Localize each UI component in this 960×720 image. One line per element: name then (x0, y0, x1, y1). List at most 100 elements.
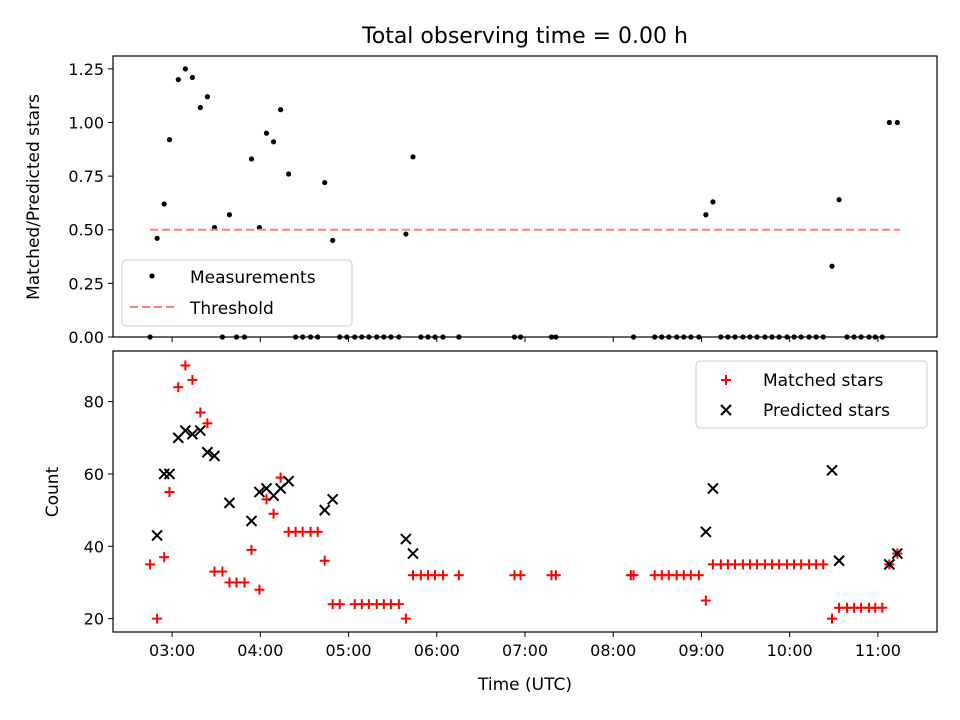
matched-star-point (550, 570, 561, 581)
predicted-star-point (186, 428, 199, 440)
predicted-star-point (179, 424, 192, 437)
measurement-point (270, 139, 277, 145)
predicted-star-point (883, 558, 896, 571)
matched-star-point (334, 599, 345, 610)
measurement-point (278, 107, 284, 113)
top-legend: Measurements Threshold (121, 259, 353, 327)
measurement-point (710, 199, 716, 205)
matched-star-point (195, 407, 206, 418)
measurement-point (322, 179, 328, 186)
xtick-label: 04:00 (237, 641, 283, 660)
bottom-legend-box (695, 360, 928, 429)
top-ytick-label: 0.75 (68, 167, 104, 186)
predicted-star-point (208, 450, 221, 462)
bottom-ytick-label: 80 (84, 393, 104, 412)
predicted-star-point (891, 547, 904, 560)
top-ytick-label: 1.25 (68, 60, 104, 79)
top-axes-frame (112, 55, 938, 338)
measurement-point (263, 130, 270, 136)
measurement-point (403, 231, 409, 237)
predicted-star-point (707, 482, 719, 495)
legend-threshold-label: Threshold (189, 299, 274, 319)
measurement-point (197, 104, 203, 111)
matched-star-point (437, 570, 448, 581)
measurement-point (703, 212, 709, 218)
matched-star-point (159, 552, 170, 563)
matched-star-point (152, 613, 163, 624)
measurement-point (836, 197, 842, 203)
bottom-ytick-label: 20 (84, 610, 104, 629)
predicted-star-point (826, 464, 838, 477)
measurement-point (886, 119, 892, 126)
predicted-star-point (245, 515, 258, 527)
predicted-star-point (326, 493, 339, 505)
top-panel: Matched/Predicted stars 0.00 0.25 0.50 0.75… (24, 55, 938, 347)
matched-star-point (400, 613, 411, 624)
measurement-point (204, 94, 210, 100)
predicted-star-point (282, 475, 295, 487)
matched-star-point (202, 418, 213, 429)
xtick-label: 10:00 (767, 641, 813, 660)
matched-star-point (217, 566, 228, 577)
measurement-point (226, 212, 233, 218)
xtick-label: 05:00 (325, 641, 371, 660)
bottom-axes-frame (112, 350, 938, 633)
measurement-point (154, 235, 160, 241)
predicted-star-point (194, 424, 207, 437)
legend-predicted-marker (720, 404, 732, 416)
legend-predicted-label: Predicted stars (763, 401, 890, 421)
matched-star-point (164, 487, 175, 498)
xtick-label: 08:00 (590, 641, 636, 660)
measurement-point (829, 263, 835, 269)
matched-star-point (145, 559, 156, 570)
matched-star-point (319, 555, 330, 566)
x-axis-label: Time (UTC) (477, 675, 572, 695)
top-ytick-label: 1.00 (68, 113, 104, 132)
measurement-point (285, 171, 292, 177)
matched-star-point (173, 382, 184, 393)
matched-star-point (187, 374, 198, 385)
top-panel-ylabel: Matched/Predicted stars (24, 94, 44, 300)
matched-star-point (239, 577, 250, 588)
bottom-legend: Matched stars Predicted stars (695, 360, 928, 429)
measurement-point (161, 201, 167, 207)
measurement-point (189, 74, 196, 81)
top-ytick-label: 0.25 (68, 274, 104, 293)
xtick-label: 07:00 (502, 641, 548, 660)
predicted-star-point (223, 497, 236, 509)
matched-star-point (246, 544, 257, 555)
predicted-star-point (400, 533, 412, 545)
predicted-star-point (700, 526, 712, 538)
predicted-star-point (407, 547, 419, 560)
legend-matched-label: Matched stars (763, 371, 883, 391)
matched-star-point (268, 508, 279, 519)
matched-star-point (453, 570, 464, 581)
measurement-point (166, 137, 173, 143)
xtick-label: 09:00 (678, 641, 724, 660)
bottom-panel-ylabel: Count (43, 466, 63, 517)
measurement-point (248, 156, 255, 162)
xtick-label: 06:00 (414, 641, 460, 660)
matched-star-point (700, 595, 711, 606)
matched-star-point (818, 559, 829, 570)
matched-star-point (312, 526, 323, 537)
measurement-point (175, 76, 181, 83)
measurement-point (894, 119, 900, 126)
bottom-ytick-label: 40 (84, 537, 104, 556)
measurement-point (330, 237, 336, 244)
matched-star-point (827, 613, 838, 624)
matched-star-point (180, 360, 191, 371)
legend-measurements-label: Measurements (190, 268, 316, 288)
xtick-label: 03:00 (149, 641, 195, 660)
measurement-point (182, 66, 188, 72)
predicted-star-point (833, 555, 845, 567)
top-ytick-label: 0.50 (68, 221, 104, 240)
measurement-point (410, 154, 416, 160)
xtick-label: 11:00 (855, 641, 901, 660)
legend-measurement-marker (149, 273, 155, 279)
matched-star-point (254, 584, 265, 595)
matched-star-point (877, 602, 888, 613)
predicted-star-point (201, 446, 214, 458)
